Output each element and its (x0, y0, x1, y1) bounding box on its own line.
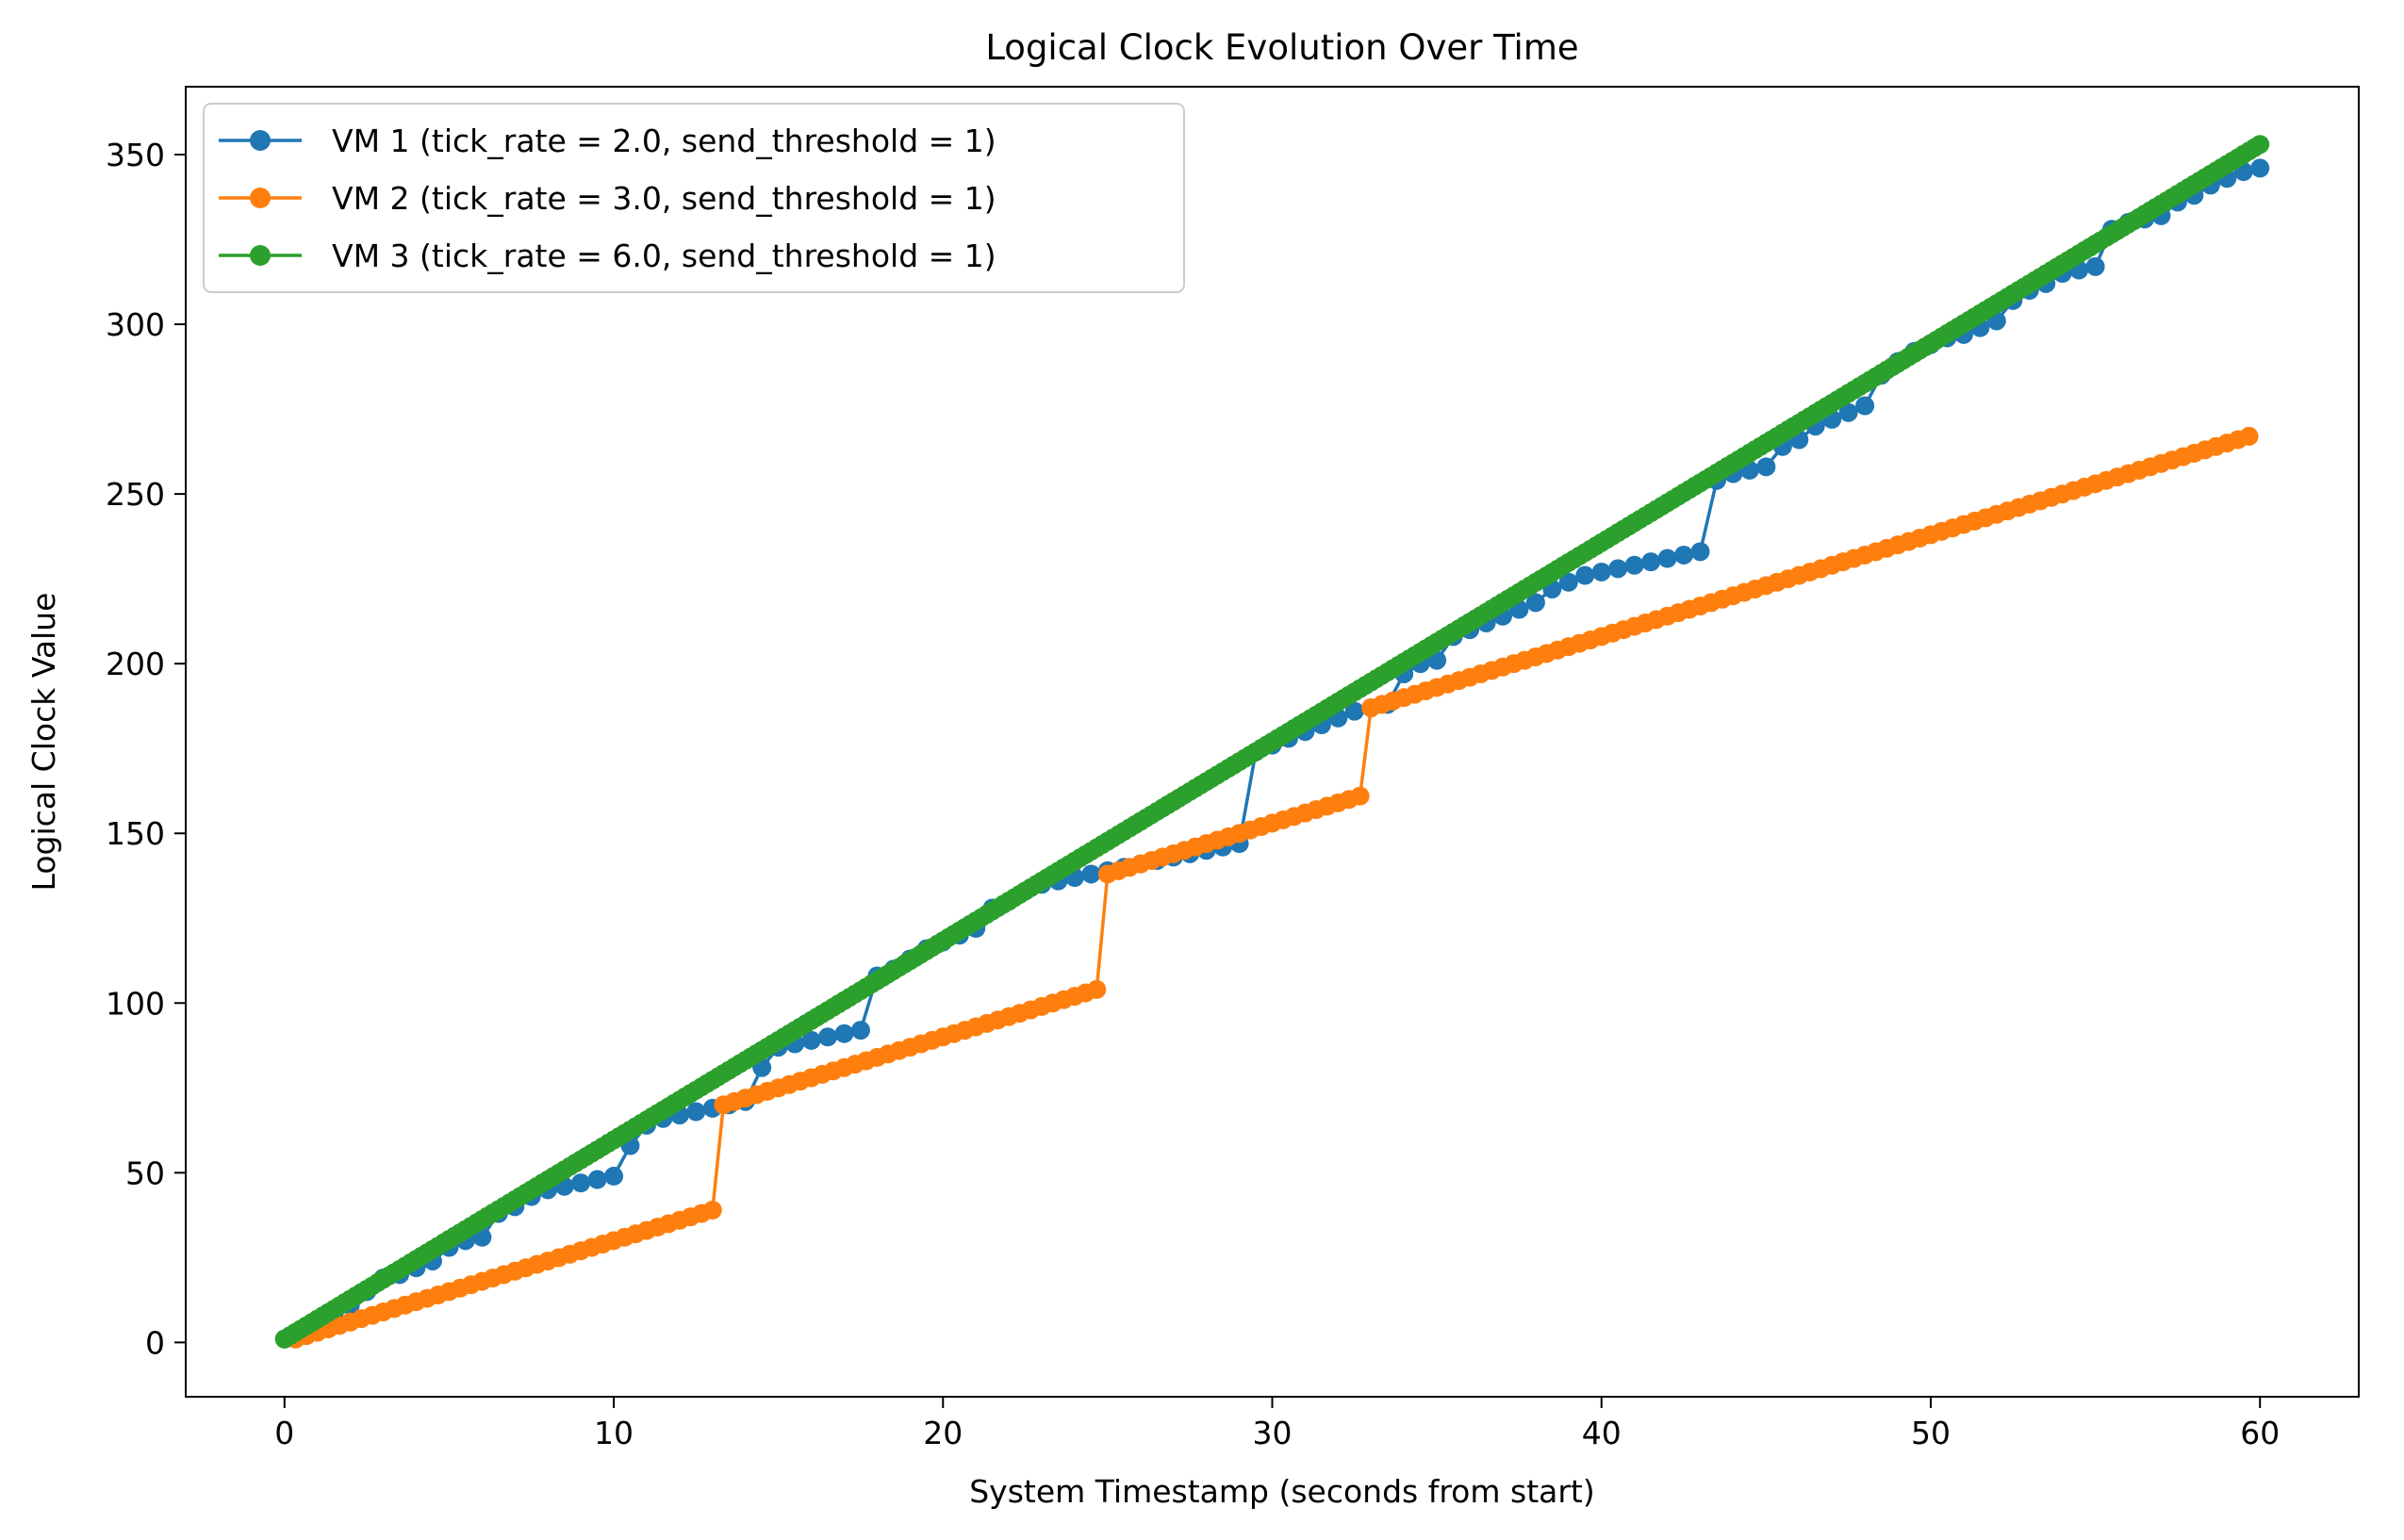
x-axis: 0 10 20 30 40 50 60 (274, 1397, 2280, 1451)
legend-marker (250, 130, 271, 151)
y-tick-label: 100 (106, 985, 165, 1022)
data-point (686, 1102, 706, 1122)
data-point (834, 1024, 854, 1043)
data-point (604, 1166, 624, 1186)
x-axis-label: System Timestamp (seconds from start) (969, 1473, 1595, 1510)
legend-entry: VM 2 (tick_rate = 3.0, send_threshold = … (332, 180, 996, 217)
data-point (1756, 457, 1776, 477)
data-point (1855, 396, 1875, 416)
data-point (1081, 864, 1101, 884)
data-point (1558, 572, 1578, 592)
data-point (1087, 979, 1107, 999)
data-point (1525, 593, 1545, 613)
x-tick-label: 10 (594, 1415, 634, 1451)
y-tick-label: 250 (106, 476, 165, 513)
y-tick-label: 50 (125, 1155, 165, 1191)
data-point (1591, 562, 1611, 582)
y-axis: 0 50 100 150 200 250 300 350 (106, 137, 186, 1361)
data-point (2250, 158, 2270, 178)
series-vm-3 (274, 135, 2270, 1349)
data-point (1350, 786, 1370, 806)
data-point (1690, 542, 1710, 562)
y-tick-label: 150 (106, 815, 165, 852)
y-tick-label: 200 (106, 646, 165, 682)
y-tick-label: 300 (106, 306, 165, 343)
data-point (1344, 701, 1364, 721)
data-point (850, 1021, 870, 1040)
legend-box (203, 103, 1185, 293)
x-tick-label: 60 (2240, 1415, 2280, 1451)
data-point (1657, 549, 1677, 568)
y-axis-label: Logical Clock Value (25, 593, 62, 892)
data-point (1641, 552, 1661, 572)
data-point (587, 1170, 607, 1189)
data-point (1674, 545, 1694, 565)
legend-marker (250, 188, 271, 208)
data-point (2239, 426, 2259, 446)
x-tick-label: 30 (1253, 1415, 1293, 1451)
data-point (2250, 135, 2270, 155)
x-tick-label: 0 (274, 1415, 294, 1451)
x-tick-label: 50 (1911, 1415, 1951, 1451)
x-tick-label: 20 (923, 1415, 963, 1451)
data-point (571, 1173, 591, 1193)
data-point (1575, 565, 1595, 585)
legend-marker (250, 245, 271, 266)
x-tick-label: 40 (1582, 1415, 1622, 1451)
y-tick-label: 0 (145, 1324, 165, 1361)
data-point (1608, 559, 1628, 579)
data-point (1838, 402, 1858, 422)
y-tick-label: 350 (106, 137, 165, 173)
data-point (818, 1027, 838, 1047)
data-point (801, 1030, 821, 1050)
legend-entry: VM 3 (tick_rate = 6.0, send_threshold = … (332, 238, 996, 274)
legend-entry: VM 1 (tick_rate = 2.0, send_threshold = … (332, 123, 996, 159)
series-vm-2 (286, 426, 2259, 1349)
data-point (2085, 256, 2105, 276)
legend: VM 1 (tick_rate = 2.0, send_threshold = … (203, 103, 1185, 293)
data-point (702, 1200, 722, 1220)
plot-area (185, 86, 2360, 1398)
data-point (1624, 555, 1644, 575)
chart-title: Logical Clock Evolution Over Time (985, 27, 1578, 68)
series-layer (274, 135, 2270, 1349)
